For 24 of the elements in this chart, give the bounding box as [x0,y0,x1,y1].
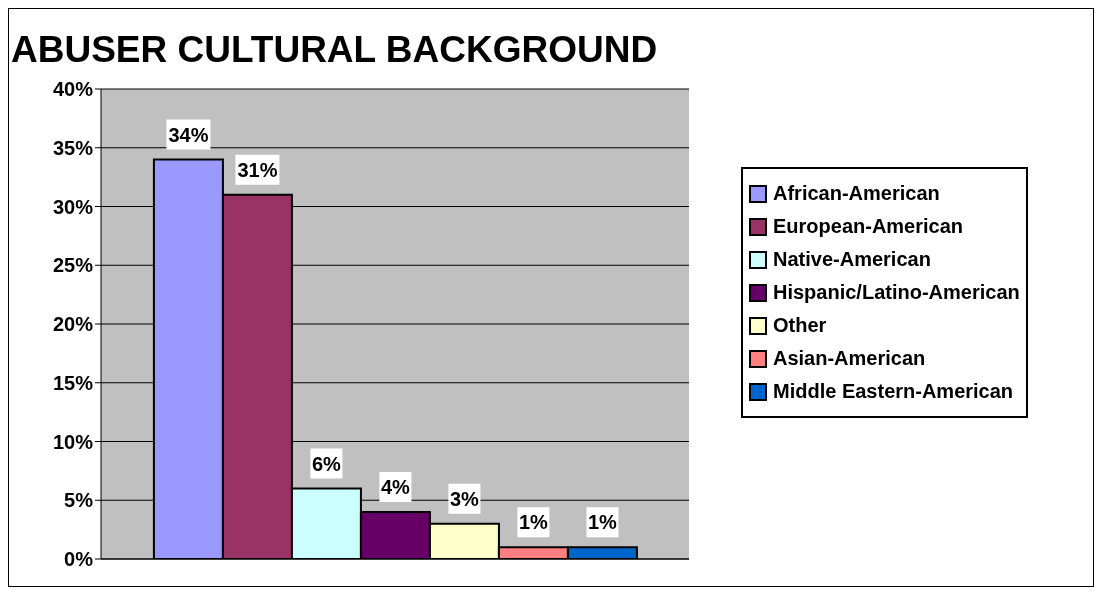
y-tick-label: 15% [52,371,94,394]
y-tick-label: 20% [52,313,94,336]
data-label: 31% [237,158,278,181]
legend-label: European-American [773,215,964,238]
y-tick-label: 5% [64,489,94,512]
legend-label: Asian-American [773,347,926,370]
data-label: 6% [311,452,342,475]
legend-label: Native-American [773,248,931,271]
legend-label: Hispanic/Latino-American [773,281,1020,304]
legend-label: African-American [773,182,940,205]
legend-label: Other [773,314,827,337]
legend-label: Middle Eastern-American [773,380,1014,403]
y-tick-label: 25% [52,254,94,277]
data-label: 1% [587,511,618,534]
y-tick-label: 35% [52,136,94,159]
data-label: 3% [449,487,480,510]
data-label: 4% [380,476,411,498]
y-tick-label: 30% [52,195,94,218]
y-tick-label: 40% [52,78,94,101]
y-tick-label: 0% [64,548,94,571]
chart-title: ABUSER CULTURAL BACKGROUND [11,29,658,71]
data-label: 1% [518,511,549,534]
y-tick-label: 10% [52,430,94,453]
data-label: 34% [168,123,209,146]
